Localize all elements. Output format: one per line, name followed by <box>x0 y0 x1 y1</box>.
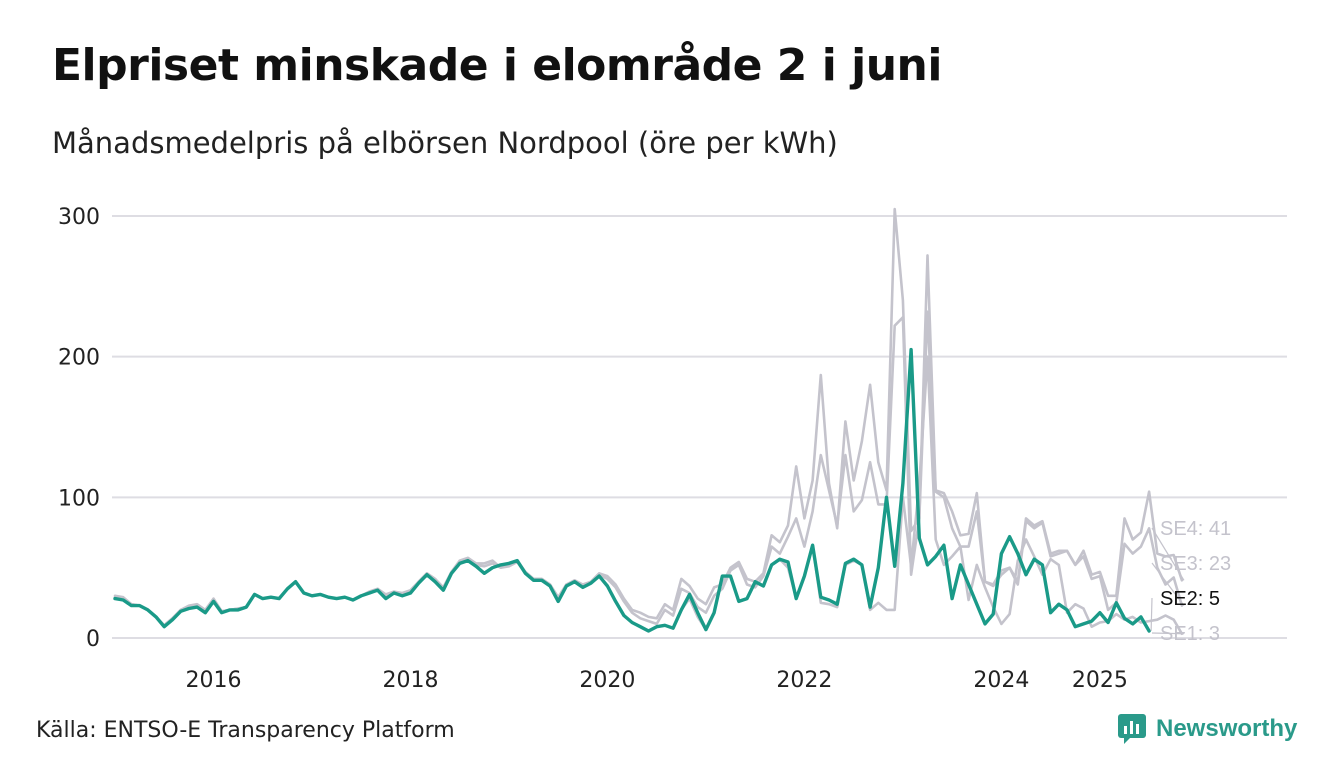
source-note: Källa: ENTSO-E Transparency Platform <box>36 718 455 743</box>
x-tick-label: 2016 <box>185 668 241 693</box>
y-tick-label: 200 <box>58 346 100 371</box>
leader-line-se4 <box>1151 527 1185 581</box>
leader-line-se1 <box>1151 632 1184 635</box>
series-line-se2 <box>113 347 1151 633</box>
logo-text: Newsworthy <box>1156 715 1298 742</box>
end-label-se1: SE1: 3 <box>1160 623 1220 645</box>
leader-line-se2 <box>1150 597 1153 631</box>
y-tick-label: 300 <box>58 205 100 230</box>
y-tick-label: 0 <box>86 627 100 652</box>
end-label-se2: SE2: 5 <box>1160 588 1220 610</box>
x-tick-label: 2022 <box>776 668 832 693</box>
series-line-se3 <box>113 310 1184 627</box>
newsworthy-logo: Newsworthy <box>1118 714 1297 744</box>
x-tick-label: 2025 <box>1072 668 1128 693</box>
x-tick-label: 2018 <box>382 668 438 693</box>
x-tick-label: 2024 <box>973 668 1029 693</box>
end-label-se4: SE4: 41 <box>1160 518 1231 540</box>
leader-line-se3 <box>1151 562 1185 607</box>
chart-title: Elpriset minskade i elområde 2 i juni <box>52 40 942 91</box>
end-label-se3: SE3: 23 <box>1160 553 1231 575</box>
y-tick-label: 100 <box>58 486 100 511</box>
series-line-se1 <box>113 355 1184 636</box>
chart-subtitle: Månadsmedelpris på elbörsen Nordpool (ör… <box>52 126 838 160</box>
bar-chart-icon <box>1118 714 1146 744</box>
x-tick-label: 2020 <box>579 668 635 693</box>
